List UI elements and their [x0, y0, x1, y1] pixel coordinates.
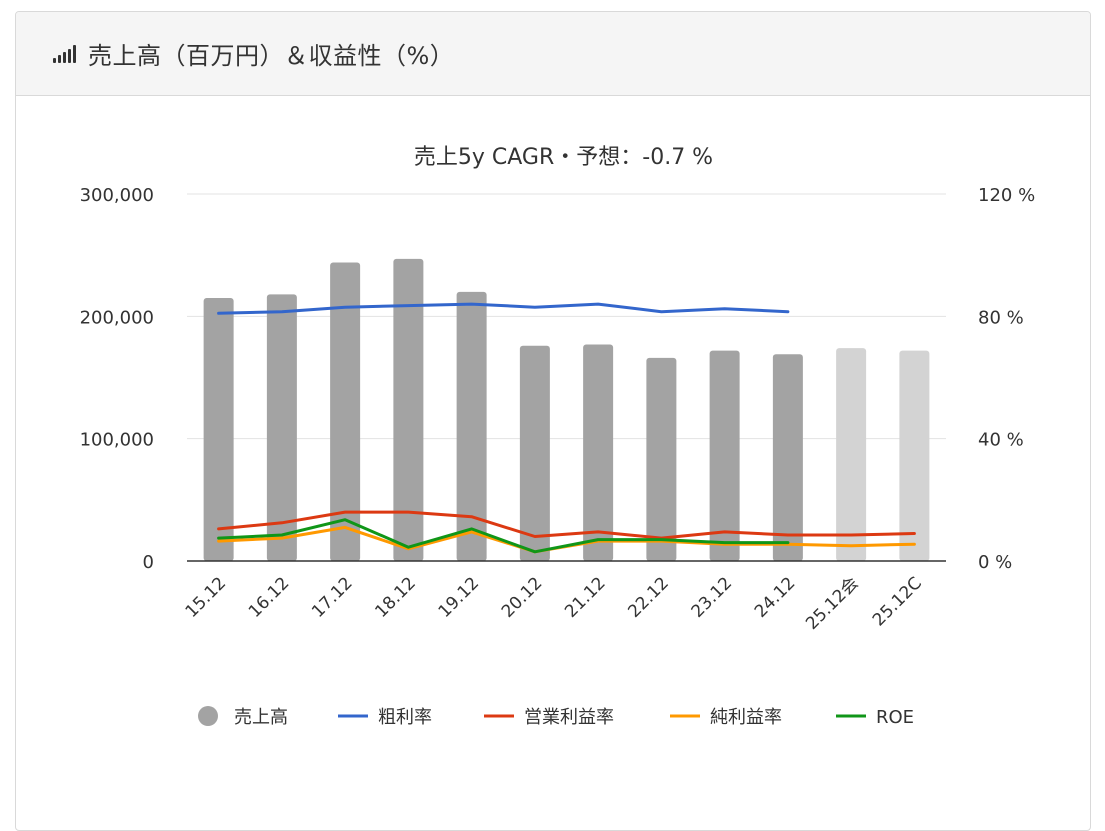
x-tick-label: 16.12 [245, 573, 294, 622]
x-tick-label: 25.12会 [802, 573, 863, 634]
legend-label: 純利益率 [710, 707, 782, 728]
x-tick-label: 25.12C [869, 573, 926, 630]
x-tick-label: 20.12 [498, 573, 547, 622]
x-tick-label: 18.12 [371, 573, 420, 622]
y-left-tick-label: 200,000 [80, 307, 154, 328]
bar [646, 357, 677, 561]
bar [772, 354, 803, 561]
x-tick-label: 15.12 [182, 573, 231, 622]
y-left-tick-label: 300,000 [80, 185, 154, 206]
series-line [217, 525, 916, 554]
legend-label: 営業利益率 [524, 707, 614, 728]
card-header: 売上高（百万円）＆収益性（%） [16, 12, 1090, 96]
series-line [217, 510, 916, 540]
chart-title: 売上5y CAGR・予想：-0.7 % [414, 145, 713, 170]
bar [709, 350, 740, 561]
series-line [217, 518, 790, 554]
y-left-tick-label: 0 [143, 552, 154, 573]
x-tick-label: 24.12 [751, 573, 800, 622]
y-right-tick-label: 80 % [978, 307, 1024, 328]
y-right-tick-label: 0 % [978, 552, 1012, 573]
bar [393, 258, 424, 561]
legend-swatch-circle [198, 706, 218, 726]
bar [899, 350, 930, 561]
y-right-tick-label: 40 % [978, 430, 1024, 451]
bar [203, 297, 234, 561]
bar [519, 345, 550, 561]
legend-label: 売上高 [234, 707, 288, 728]
legend-label: ROE [876, 707, 914, 728]
y-right-tick-label: 120 % [978, 185, 1035, 206]
card-title: 売上高（百万円）＆収益性（%） [88, 42, 455, 70]
x-tick-label: 17.12 [308, 573, 357, 622]
x-tick-label: 23.12 [688, 573, 737, 622]
bar [456, 291, 487, 561]
y-left-tick-label: 100,000 [80, 430, 154, 451]
legend-label: 粗利率 [378, 707, 432, 728]
chart: 売上5y CAGR・予想：-0.7 % 0 100,000 200,000 300,00… [80, 145, 1036, 728]
bar [330, 262, 361, 561]
x-tick-label: 19.12 [435, 573, 484, 622]
x-tick-label: 21.12 [561, 573, 610, 622]
bar [266, 294, 297, 561]
bar [583, 344, 614, 561]
series-line [217, 302, 790, 315]
signal-bars-icon [53, 44, 78, 63]
x-tick-label: 22.12 [624, 573, 673, 622]
bar [836, 348, 867, 561]
